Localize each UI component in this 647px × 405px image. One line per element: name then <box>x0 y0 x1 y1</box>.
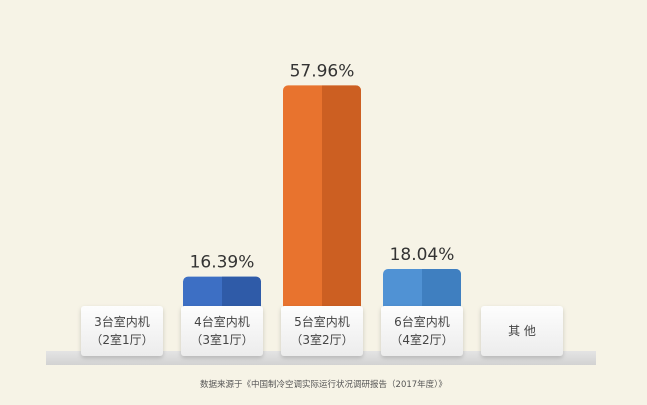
category-label-3-2: （3室2厅） <box>290 332 353 347</box>
category-label-2-1: 4台室内机 <box>194 314 250 329</box>
category-card-5 <box>481 306 563 356</box>
bar-group-4: 18.04% 6台室内机 （4室2厅） <box>381 245 463 356</box>
category-card-2 <box>181 306 263 356</box>
value-label-2: 16.39% <box>190 253 255 273</box>
bar-group-5: 2.53%其 他 <box>481 306 563 356</box>
bar-group-1: 5.08%3台室内机（2室1厅） <box>81 305 163 356</box>
category-label-1-1: 3台室内机 <box>94 314 150 329</box>
category-label-2-2: （3室1厅） <box>190 332 253 347</box>
category-label-4-1: 6台室内机 <box>394 314 450 329</box>
category-label-1-2: （2室1厅） <box>90 332 153 347</box>
category-card-3 <box>281 306 363 356</box>
category-label-4-2: （4室2厅） <box>390 332 453 347</box>
source-note: 数据来源于《中国制冷空调实际运行状况调研报告（2017年度）》 <box>200 380 447 390</box>
category-label-3-1: 5台室内机 <box>294 314 350 329</box>
bar-group-2: 16.39% 4台室内机 （3室1厅） <box>181 253 263 356</box>
value-label-4: 18.04% <box>390 245 455 265</box>
bar-group-3: 57.96% 5台室内机 （3室2厅） <box>281 61 363 356</box>
category-card-1 <box>81 306 163 356</box>
value-label-3: 57.96% <box>290 61 355 81</box>
category-card-4 <box>381 306 463 356</box>
category-label-5-1: 其 他 <box>508 324 536 338</box>
